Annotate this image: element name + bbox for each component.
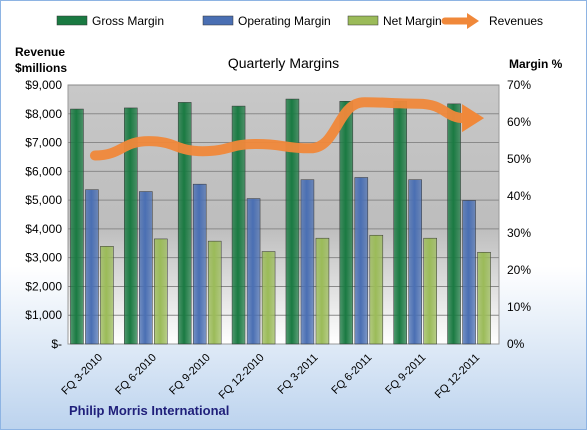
left-tick-label: $6,000	[25, 164, 62, 178]
left-tick-label: $8,000	[25, 107, 62, 121]
bar-net-margin	[207, 240, 222, 345]
left-tick-label: $-	[51, 337, 62, 351]
bar-net-margin	[100, 246, 114, 345]
company-name: Philip Morris International	[69, 403, 229, 418]
bar-net-margin	[477, 251, 491, 345]
category-label: FQ 3-2010	[59, 352, 105, 398]
right-tick-label: 40%	[507, 189, 531, 203]
left-tick-label: $5,000	[25, 193, 62, 207]
left-tick-label: $2,000	[25, 279, 62, 293]
left-axis-label-line2: $millions	[15, 61, 67, 75]
right-tick-label: 70%	[507, 78, 531, 92]
bar-net-margin	[369, 234, 384, 345]
right-tick-label: 50%	[507, 152, 531, 166]
bar-operating-margin	[139, 191, 153, 345]
legend-gross-margin-swatch	[56, 15, 88, 26]
right-tick-label: 30%	[507, 226, 531, 240]
bar-net-margin	[261, 251, 276, 345]
bar-gross-margin	[70, 108, 84, 345]
left-tick-label: $7,000	[25, 136, 62, 150]
legend-operating-margin-swatch	[202, 15, 234, 26]
bar-operating-margin	[354, 177, 369, 345]
revenues-arrowhead	[462, 104, 485, 133]
bar-gross-margin	[124, 107, 138, 345]
bar-operating-margin	[85, 189, 99, 345]
right-axis-label: Margin %	[509, 57, 563, 71]
revenues-line	[89, 97, 470, 161]
category-label: FQ 6-2011	[329, 352, 374, 397]
right-tick-label: 20%	[507, 263, 531, 277]
bar-net-margin	[423, 237, 437, 345]
legend-gross-margin-label: Gross Margin	[92, 14, 164, 28]
category-label: FQ 9-2011	[383, 352, 428, 397]
bar-operating-margin	[246, 198, 261, 345]
bar-gross-margin	[393, 101, 407, 345]
bar-operating-margin	[408, 179, 422, 345]
bar-net-margin	[315, 237, 330, 345]
chart-title: Quarterly Margins	[228, 55, 339, 71]
legend-operating-margin-label: Operating Margin	[238, 14, 331, 28]
left-axis-label-line1: Revenue	[15, 45, 65, 59]
category-label: FQ 9-2010	[167, 352, 213, 398]
right-tick-label: 60%	[507, 115, 531, 129]
category-label: FQ 12-2011	[433, 352, 482, 401]
bar-gross-margin	[177, 102, 192, 345]
category-label: FQ 12-2010	[217, 352, 267, 402]
left-tick-label: $4,000	[25, 222, 62, 236]
legend-revenues-label: Revenues	[489, 14, 543, 28]
category-label: FQ 3-2011	[275, 352, 320, 397]
left-tick-label: $3,000	[25, 251, 62, 265]
legend-revenues-swatch-arrow	[467, 13, 479, 29]
bar-net-margin	[154, 238, 168, 345]
right-tick-label: 10%	[507, 300, 531, 314]
bar-gross-margin	[231, 105, 246, 345]
bar-operating-margin	[300, 179, 315, 345]
bar-gross-margin	[285, 98, 300, 345]
right-tick-label: 0%	[507, 337, 525, 351]
left-tick-label: $1,000	[25, 308, 62, 322]
left-tick-label: $9,000	[25, 78, 62, 92]
bar-gross-margin	[447, 103, 461, 345]
bar-operating-margin	[192, 183, 207, 345]
category-label: FQ 6-2010	[113, 352, 159, 398]
legend-net-margin-swatch	[347, 15, 379, 26]
legend-net-margin-label: Net Margin	[383, 14, 442, 28]
bar-gross-margin	[339, 101, 354, 345]
bar-operating-margin	[462, 200, 476, 345]
